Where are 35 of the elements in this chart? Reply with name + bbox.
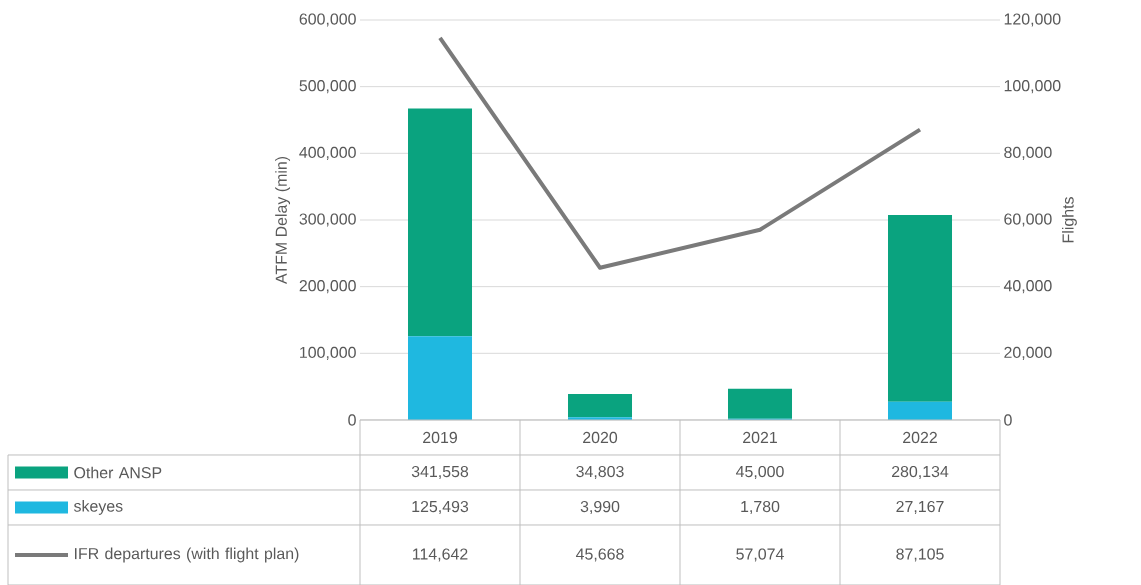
x-tick-label: 2021 <box>743 431 777 443</box>
y2-tick-label: 80,000 <box>1004 146 1052 160</box>
y2-tick-label: 120,000 <box>1004 13 1061 27</box>
y-tick-label: 200,000 <box>299 279 356 293</box>
y2-tick-label: 40,000 <box>1003 279 1052 293</box>
data-label: 3,990 <box>580 500 620 514</box>
x-tick-label: 2019 <box>423 431 457 443</box>
y-tick-label: 0 <box>348 414 356 426</box>
legend-label: skeyes <box>73 499 123 515</box>
data-label: 27,167 <box>896 500 944 514</box>
data-label: 114,642 <box>413 548 468 562</box>
data-label: 57,074 <box>736 548 784 562</box>
legend-label: Other ANSP <box>74 466 162 479</box>
y-tick-label: 300,000 <box>299 213 356 227</box>
y2-axis-title: Flights <box>1061 196 1077 242</box>
x-tick-label: 2020 <box>583 431 618 443</box>
y2-tick-label: 100,000 <box>1004 79 1061 93</box>
data-label: 87,105 <box>896 548 944 562</box>
data-label: 45,668 <box>575 548 624 562</box>
data-label: 341,558 <box>411 465 469 479</box>
legend-label: IFR departures (with flight plan) <box>75 547 299 563</box>
y2-tick-label: 60,000 <box>1004 213 1052 227</box>
x-tick-label: 2022 <box>903 431 937 443</box>
y-tick-label: 600,000 <box>299 13 356 27</box>
y-axis-title: ATFM Delay (min) <box>275 156 291 284</box>
data-label: 280,134 <box>891 465 949 479</box>
data-label: 125,493 <box>412 500 469 514</box>
data-label: 34,803 <box>576 465 624 479</box>
y2-tick-label: 0 <box>1004 414 1012 426</box>
data-label: 1,780 <box>741 500 780 514</box>
y2-tick-label: 20,000 <box>1004 346 1052 360</box>
y-tick-label: 100,000 <box>300 346 356 360</box>
y-tick-label: 400,000 <box>299 146 356 160</box>
y-tick-label: 500,000 <box>299 79 356 93</box>
data-label: 45,000 <box>735 465 784 479</box>
